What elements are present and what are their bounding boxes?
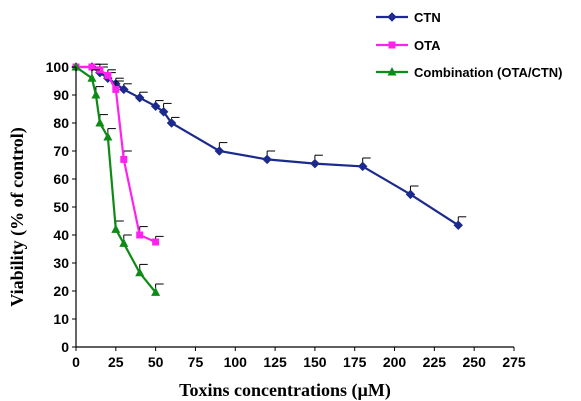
legend-item-ota: OTA (376, 38, 441, 53)
ctn-point (405, 189, 416, 200)
x-tick-label: 0 (72, 354, 80, 370)
y-tick-label: 40 (53, 227, 69, 243)
ctn-point (310, 158, 320, 169)
legend-swatch-marker (388, 41, 396, 49)
ctn-point (134, 92, 145, 103)
ctn-point (453, 220, 464, 231)
series-1 (71, 62, 467, 231)
legend-label: CTN (414, 10, 441, 25)
y-tick-label: 0 (61, 339, 69, 355)
combination-ota-ctn-point (71, 62, 81, 71)
ctn-point (262, 154, 272, 165)
y-tick-label: 100 (46, 59, 70, 75)
legend-swatch-marker (387, 12, 397, 22)
y-tick-label: 90 (53, 87, 69, 103)
x-axis-title: Toxins concentrations (µM) (179, 380, 391, 401)
ota-point (152, 238, 160, 246)
x-tick-label: 150 (303, 354, 327, 370)
combination-ota-ctn-point (151, 287, 161, 296)
x-tick-label: 225 (423, 354, 447, 370)
combination-ota-ctn-point (87, 73, 97, 82)
y-tick-label: 20 (53, 283, 69, 299)
ota-point (88, 63, 96, 71)
legend-item-ctn: CTN (376, 10, 441, 25)
legend: CTN OTA Combination (OTA/CTN) (376, 10, 563, 80)
x-tick-label: 50 (148, 354, 164, 370)
y-tick-label: 30 (53, 255, 69, 271)
plot-area (71, 62, 467, 296)
ota-point (120, 155, 128, 163)
ctn-point (118, 84, 129, 95)
series-3 (71, 62, 164, 296)
x-tick-label: 250 (463, 354, 487, 370)
ota-point (136, 231, 144, 239)
combination-ota-ctn-point (91, 90, 101, 99)
x-tick-label: 175 (343, 354, 367, 370)
ctn-point (166, 118, 177, 128)
ctn-point (214, 146, 225, 156)
y-tick-label: 10 (53, 311, 69, 327)
ctn-point (150, 101, 161, 112)
y-tick-label: 70 (53, 143, 69, 159)
y-tick-label: 80 (53, 115, 69, 131)
combination-ota-ctn-point (103, 132, 113, 141)
axes: 0 10 20 30 40 50 60 70 80 90 100 0 25 50 75 100 125 150 17… (46, 59, 526, 370)
x-tick-label: 100 (224, 354, 248, 370)
x-tick-label: 25 (108, 354, 124, 370)
ctn-point (357, 161, 368, 172)
y-tick-label: 50 (53, 199, 69, 215)
legend-label: OTA (414, 38, 441, 53)
ctn-point (158, 106, 169, 117)
x-tick-label: 275 (502, 354, 526, 370)
ctn-line (76, 65, 459, 227)
combination-ota-ctn-point (135, 267, 145, 277)
combination-ota-ctn-point (111, 224, 121, 233)
series-2 (72, 63, 164, 246)
x-tick-label: 75 (188, 354, 204, 370)
y-axis-title: Viability (% of control) (7, 127, 28, 306)
x-tick-label: 200 (383, 354, 407, 370)
legend-label: Combination (OTA/CTN) (414, 65, 563, 80)
ota-point (112, 85, 120, 93)
combination-ota-ctn-point (119, 238, 129, 247)
ota-point (104, 71, 112, 79)
y-tick-label: 60 (53, 171, 69, 187)
x-tick-label: 125 (263, 354, 287, 370)
combination-ota-ctn-point (95, 118, 105, 127)
ota-line (76, 65, 157, 244)
legend-item-combination-ota-ctn: Combination (OTA/CTN) (376, 65, 563, 80)
legend-swatch-marker (387, 67, 397, 76)
